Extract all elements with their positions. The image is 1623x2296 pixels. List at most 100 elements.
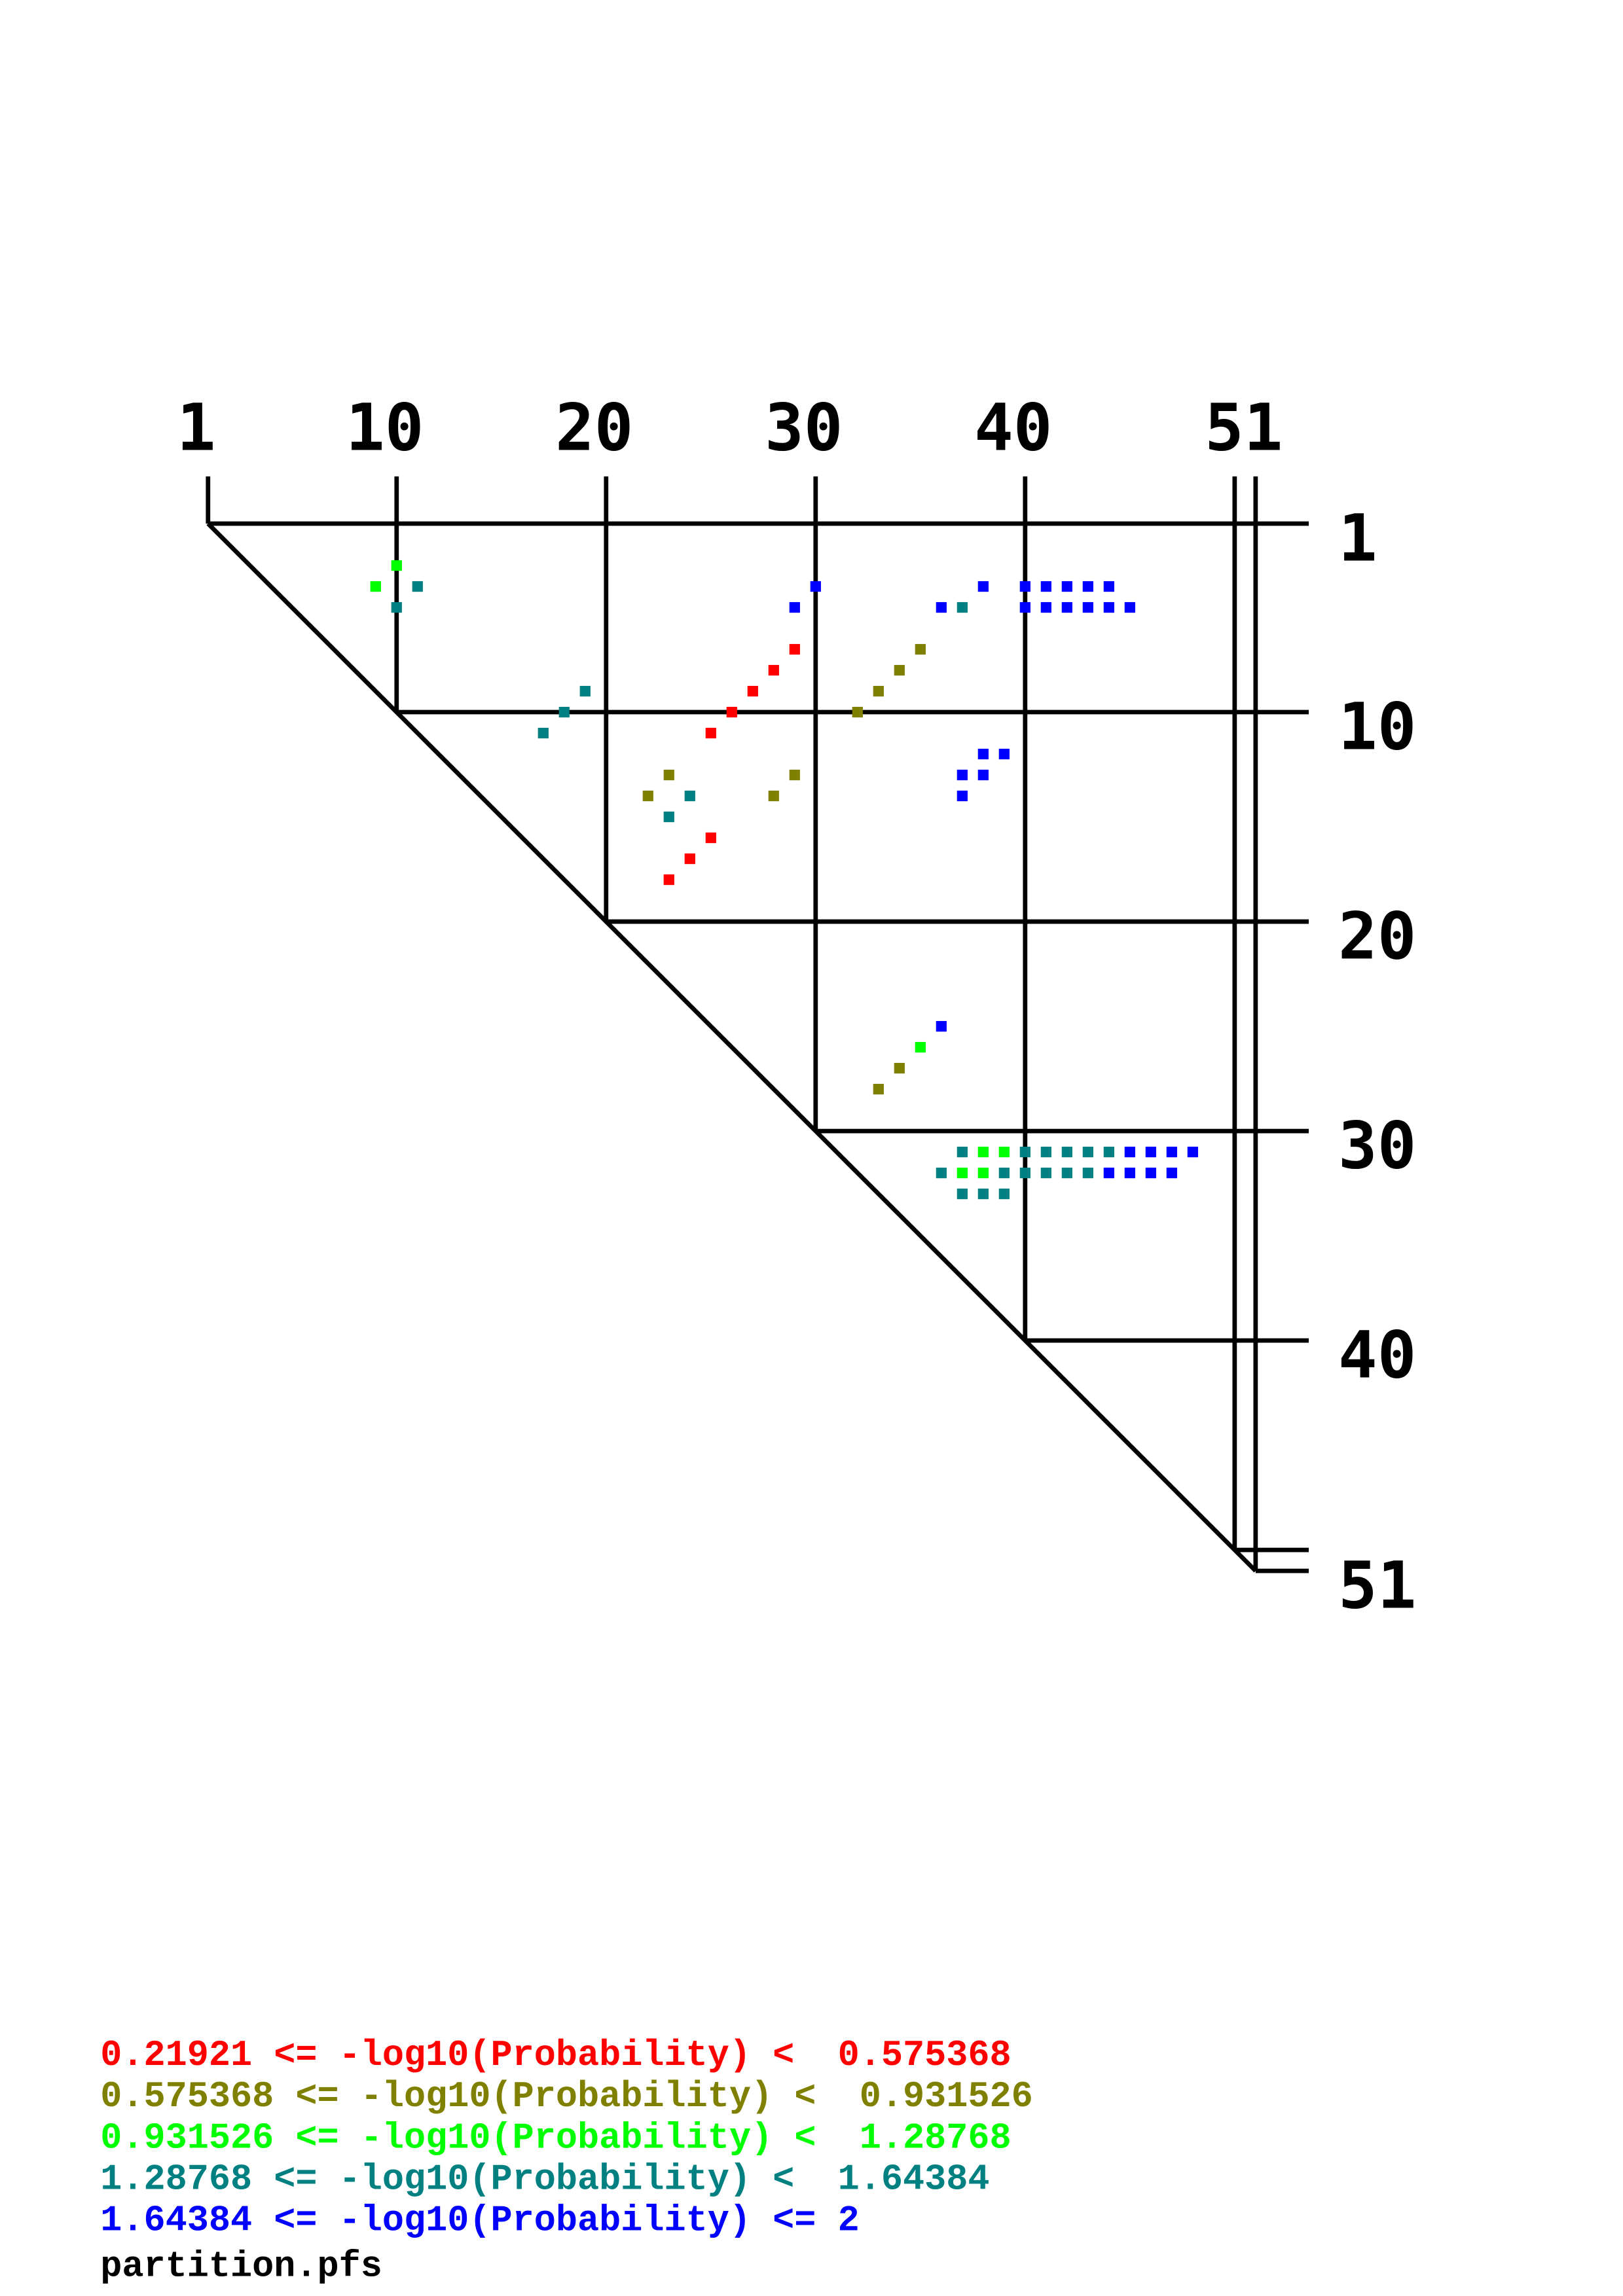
grid-lines <box>206 476 1309 1573</box>
data-point <box>1061 581 1072 592</box>
data-point <box>538 727 549 739</box>
data-point <box>663 769 674 781</box>
data-point <box>936 601 947 613</box>
data-point <box>768 664 779 676</box>
diagonal-line <box>206 522 1258 1573</box>
x-tick-label: 20 <box>555 390 633 465</box>
data-point <box>1124 1146 1135 1158</box>
data-point <box>642 790 653 802</box>
data-point <box>957 790 968 802</box>
data-point <box>998 1167 1010 1179</box>
data-point <box>998 1146 1010 1158</box>
data-point <box>1040 1146 1051 1158</box>
data-point <box>936 1020 947 1032</box>
data-point <box>873 685 884 697</box>
data-point <box>977 748 989 760</box>
x-tick-labels: 1 10 20 30 40 51 <box>177 390 1283 465</box>
data-point <box>852 706 863 718</box>
y-tick-labels: 1 10 20 30 40 51 <box>1338 501 1416 1623</box>
data-point <box>977 1146 989 1158</box>
data-point <box>957 1167 968 1179</box>
y-tick-label: 1 <box>1338 501 1377 576</box>
y-tick-label: 30 <box>1338 1108 1416 1183</box>
data-point <box>789 769 800 781</box>
data-point <box>1103 601 1114 613</box>
data-point <box>1187 1146 1198 1158</box>
data-point <box>579 685 591 697</box>
x-tick-label: 30 <box>765 390 843 465</box>
data-point <box>391 601 402 613</box>
data-point <box>1061 601 1072 613</box>
data-point <box>663 874 674 886</box>
data-point <box>1019 1167 1030 1179</box>
x-tick-label: 51 <box>1205 390 1283 465</box>
data-point <box>1040 1167 1051 1179</box>
data-point <box>957 1188 968 1200</box>
data-point <box>1103 581 1114 592</box>
data-point <box>977 581 989 592</box>
y-tick-label: 40 <box>1338 1318 1416 1393</box>
x-tick-label: 10 <box>346 390 424 465</box>
data-point <box>1103 1167 1114 1179</box>
legend-entry-4: 1.64384 <= -log10(Probability) <= 2 <box>100 2200 859 2241</box>
data-point <box>936 1167 947 1179</box>
x-tick-label: 1 <box>177 390 216 465</box>
data-point <box>894 664 905 676</box>
data-point <box>1124 601 1135 613</box>
data-point <box>1040 601 1051 613</box>
data-point <box>998 748 1010 760</box>
data-point <box>684 790 695 802</box>
data-point <box>915 1041 926 1053</box>
data-point <box>1082 581 1093 592</box>
legend: 0.21921 <= -log10(Probability) < 0.57536… <box>100 2035 1032 2287</box>
data-point <box>894 1062 905 1074</box>
data-point <box>1166 1167 1177 1179</box>
data-point <box>1124 1167 1135 1179</box>
data-point <box>873 1083 884 1095</box>
y-tick-label: 51 <box>1338 1548 1416 1623</box>
data-point <box>1040 581 1051 592</box>
data-point <box>957 769 968 781</box>
data-point <box>1082 1167 1093 1179</box>
data-point <box>977 1167 989 1179</box>
data-point <box>789 643 800 655</box>
data-point <box>977 769 989 781</box>
data-point <box>391 560 402 571</box>
data-point <box>1019 601 1030 613</box>
data-point <box>1061 1146 1072 1158</box>
data-point <box>1103 1146 1114 1158</box>
data-point <box>1145 1167 1156 1179</box>
filename-label: partition.pfs <box>100 2246 382 2287</box>
x-tick-label: 40 <box>974 390 1052 465</box>
data-point <box>915 643 926 655</box>
data-point <box>705 832 716 844</box>
data-point <box>1019 581 1030 592</box>
data-point <box>789 601 800 613</box>
data-point <box>1082 1146 1093 1158</box>
data-point <box>957 601 968 613</box>
data-point <box>1166 1146 1177 1158</box>
data-point <box>1145 1146 1156 1158</box>
data-point <box>957 1146 968 1158</box>
data-point <box>558 706 570 718</box>
data-point <box>810 581 821 592</box>
data-point <box>663 811 674 823</box>
legend-entry-1: 0.575368 <= -log10(Probability) < 0.9315… <box>100 2076 1032 2117</box>
data-point <box>726 706 737 718</box>
legend-entry-2: 0.931526 <= -log10(Probability) < 1.2876… <box>100 2117 1011 2159</box>
legend-entry-3: 1.28768 <= -log10(Probability) < 1.64384 <box>100 2159 989 2200</box>
data-point <box>768 790 779 802</box>
data-point <box>998 1188 1010 1200</box>
data-points <box>370 560 1198 1200</box>
legend-entry-0: 0.21921 <= -log10(Probability) < 0.57536… <box>100 2035 1011 2076</box>
y-tick-label: 10 <box>1338 689 1416 764</box>
data-point <box>1082 601 1093 613</box>
y-tick-label: 20 <box>1338 899 1416 974</box>
data-point <box>370 581 381 592</box>
data-point <box>684 853 695 865</box>
data-point <box>1061 1167 1072 1179</box>
data-point <box>977 1188 989 1200</box>
data-point <box>705 727 716 739</box>
data-point <box>747 685 758 697</box>
